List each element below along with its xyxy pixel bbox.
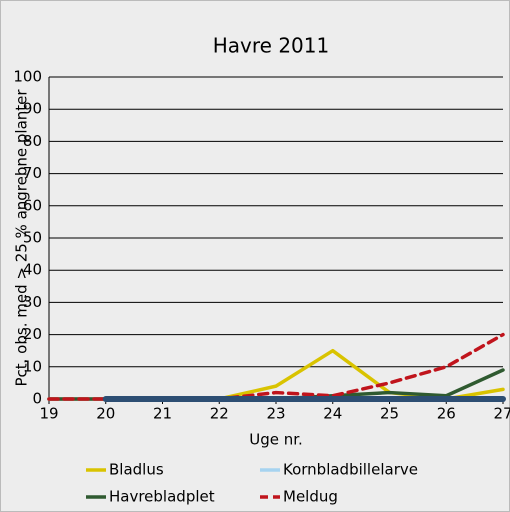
x-tick-label: 25 bbox=[380, 405, 399, 423]
legend-label: Kornbladbillelarve bbox=[283, 461, 418, 479]
y-tick-label: 60 bbox=[23, 196, 42, 214]
y-tick-label: 20 bbox=[23, 325, 42, 343]
y-tick-label: 40 bbox=[23, 261, 42, 279]
y-tick-label: 100 bbox=[13, 68, 42, 86]
x-tick-label: 21 bbox=[153, 405, 172, 423]
x-tick-label: 24 bbox=[323, 405, 342, 423]
chart-title: Havre 2011 bbox=[213, 34, 329, 58]
x-tick-label: 19 bbox=[39, 405, 58, 423]
legend-label: Havrebladplet bbox=[109, 488, 215, 506]
x-axis-title: Uge nr. bbox=[249, 431, 303, 449]
y-tick-label: 30 bbox=[23, 293, 42, 311]
legend-label: Meldug bbox=[283, 488, 338, 506]
legend-label: Bladlus bbox=[109, 461, 164, 479]
y-tick-label: 80 bbox=[23, 132, 42, 150]
y-axis-title: Pct. obs. med > 25 % angrebne planter bbox=[13, 89, 31, 387]
x-tick-label: 22 bbox=[210, 405, 229, 423]
y-tick-label: 90 bbox=[23, 100, 42, 118]
y-tick-label: 10 bbox=[23, 357, 42, 375]
x-tick-label: 20 bbox=[96, 405, 115, 423]
y-tick-label: 50 bbox=[23, 229, 42, 247]
y-tick-label: 70 bbox=[23, 164, 42, 182]
y-tick-label: 0 bbox=[32, 390, 42, 408]
x-tick-label: 23 bbox=[266, 405, 285, 423]
x-tick-label: 27 bbox=[493, 405, 510, 423]
x-tick-label: 26 bbox=[437, 405, 456, 423]
